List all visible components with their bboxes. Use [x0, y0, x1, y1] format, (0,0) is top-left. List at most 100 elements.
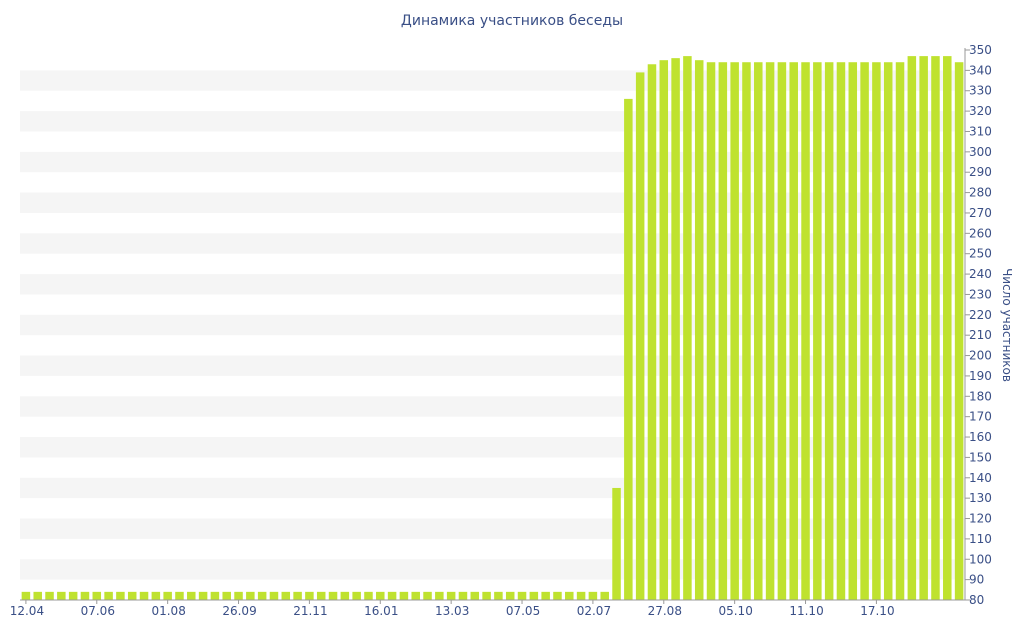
bar: [529, 591, 539, 600]
bar: [647, 64, 657, 600]
bar: [517, 591, 527, 600]
bar: [92, 591, 102, 600]
y-tick-label: 180: [969, 389, 992, 403]
bar: [316, 591, 326, 600]
grid-band: [20, 437, 965, 458]
bar: [635, 72, 645, 600]
bar: [187, 591, 196, 600]
bar: [127, 591, 137, 600]
grid-band: [20, 314, 965, 336]
grid-band: [20, 559, 965, 580]
y-tick-label: 330: [969, 84, 992, 98]
bar-series: [21, 56, 964, 601]
bar: [21, 591, 31, 600]
bar: [234, 591, 243, 600]
bar: [104, 591, 113, 600]
bar: [505, 591, 515, 600]
y-tick-label: 200: [969, 349, 992, 363]
grid-bands: [20, 70, 965, 580]
bar: [328, 591, 338, 600]
y-axis-title: Число участников: [1000, 268, 1014, 382]
bar: [175, 591, 184, 600]
y-tick-label: 140: [969, 471, 992, 485]
bar: [777, 62, 787, 600]
grid-band: [20, 274, 965, 295]
x-tick-label: 26.09: [222, 604, 256, 618]
bar: [163, 591, 172, 600]
bar: [151, 591, 161, 600]
y-tick-label: 80: [969, 593, 984, 607]
bar: [305, 591, 314, 600]
bar: [57, 591, 66, 600]
bar: [659, 60, 669, 601]
bar: [458, 591, 468, 600]
x-tick-label: 05.10: [718, 604, 752, 618]
bar: [883, 62, 893, 600]
bar: [600, 591, 609, 600]
y-tick-label: 220: [969, 308, 992, 322]
bar: [293, 591, 302, 600]
y-tick-label: 290: [969, 165, 992, 179]
bar: [553, 591, 562, 600]
bar: [210, 591, 220, 600]
x-tick-label: 13.03: [435, 604, 469, 618]
y-tick-label: 190: [969, 369, 992, 383]
bar: [541, 591, 550, 600]
y-tick-label: 350: [969, 43, 992, 57]
bar: [931, 56, 940, 601]
bar: [494, 591, 503, 600]
bar: [706, 62, 716, 600]
bar: [742, 62, 751, 600]
y-tick-label: 250: [969, 247, 992, 261]
x-tick-label: 11.10: [789, 604, 823, 618]
x-tick-label: 01.08: [151, 604, 185, 618]
y-tick-label: 100: [969, 552, 992, 566]
grid-band: [20, 70, 965, 91]
x-tick-label: 12.04: [10, 604, 44, 618]
grid-band: [20, 233, 965, 254]
bar: [801, 62, 810, 600]
bar: [446, 591, 456, 600]
bar: [565, 591, 574, 600]
y-tick-label: 280: [969, 186, 992, 200]
grid-band: [20, 192, 965, 213]
bar: [612, 487, 621, 600]
bar: [872, 62, 881, 600]
x-tick-label: 07.06: [81, 604, 115, 618]
grid-band: [20, 518, 965, 539]
bar: [257, 591, 267, 600]
y-tick-label: 130: [969, 491, 992, 505]
y-tick-label: 90: [969, 573, 984, 587]
bar: [671, 58, 680, 601]
bar: [281, 591, 291, 600]
bar: [423, 591, 432, 600]
grid-band: [20, 355, 965, 376]
bar: [68, 591, 78, 600]
bar: [919, 56, 928, 601]
bar: [848, 62, 858, 600]
bar: [139, 591, 149, 600]
x-tick-label: 07.05: [506, 604, 540, 618]
bar: [754, 62, 763, 600]
bar: [588, 591, 598, 600]
bar: [718, 62, 728, 600]
bar: [907, 56, 917, 601]
bar: [246, 591, 255, 600]
y-tick-label: 150: [969, 450, 992, 464]
bar: [340, 591, 350, 600]
x-tick-label: 21.11: [293, 604, 327, 618]
bar: [860, 62, 869, 600]
bar: [730, 62, 739, 600]
bar: [470, 591, 480, 600]
bar: [269, 591, 279, 600]
y-tick-label: 160: [969, 430, 992, 444]
bar: [33, 591, 42, 600]
grid-band: [20, 396, 965, 417]
bar: [45, 591, 54, 600]
y-tick-label: 260: [969, 226, 992, 240]
y-tick-label: 340: [969, 63, 992, 77]
bar: [198, 591, 208, 600]
x-tick-label: 27.08: [648, 604, 682, 618]
